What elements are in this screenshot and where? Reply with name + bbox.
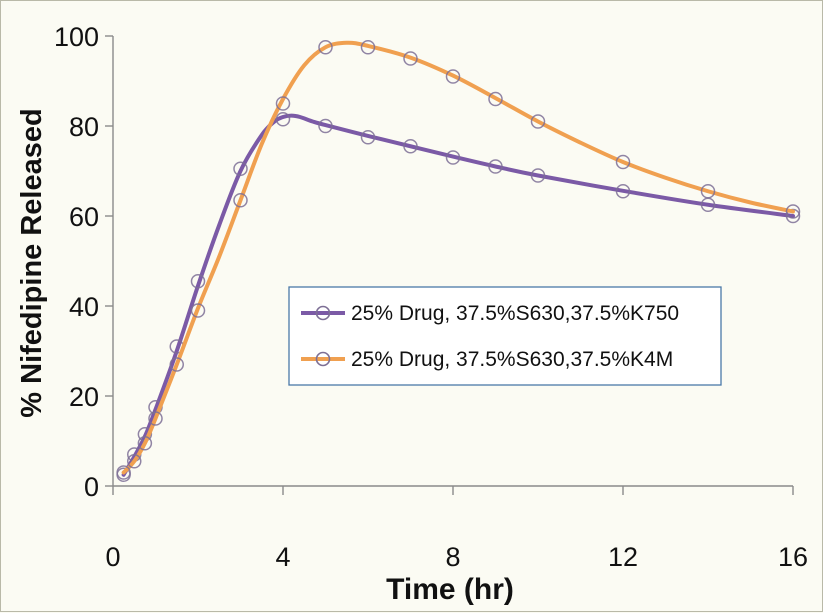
legend-marker-k4m — [315, 351, 331, 367]
point-k750-t5 — [318, 118, 333, 134]
point-k750-t8 — [445, 150, 461, 165]
point-k750-t12 — [615, 184, 631, 199]
point-k4m-t9 — [488, 91, 503, 107]
point-k4m-t4 — [275, 96, 291, 111]
point-k4m-t16 — [785, 204, 801, 219]
series-line-k4m — [121, 40, 795, 475]
y-tick-labels: 0 20 40 60 80 100 — [54, 22, 99, 502]
point-k4m-t12 — [615, 154, 631, 170]
point-k4m-t0-25 — [116, 465, 131, 480]
point-k4m-t1 — [148, 411, 163, 426]
x-tick-label: 4 — [275, 542, 290, 572]
point-k4m-t10 — [530, 114, 546, 129]
point-k750-t6 — [360, 130, 376, 145]
legend-label-k4m: 25% Drug, 37.5%S630,37.5%K4M — [351, 348, 673, 371]
x-tick-label: 12 — [608, 542, 638, 572]
legend-item-k750: 25% Drug, 37.5%S630,37.5%K750 — [301, 302, 679, 325]
point-k4m-t8 — [445, 69, 461, 84]
point-k4m-t14 — [700, 184, 716, 199]
x-tick-label: 0 — [105, 542, 120, 572]
point-k4m-t0-75 — [137, 436, 153, 451]
x-tick-labels: 0 4 8 12 16 — [105, 542, 808, 572]
y-tick-label: 100 — [54, 22, 99, 52]
axes — [105, 35, 794, 495]
point-k4m-t1-5 — [169, 357, 184, 372]
point-k750-t4 — [275, 112, 291, 127]
point-k750-t9 — [488, 159, 503, 174]
point-k750-t3 — [233, 161, 248, 176]
point-k4m-t6 — [360, 40, 376, 55]
series-k4m — [116, 40, 801, 480]
legend-item-k4m: 25% Drug, 37.5%S630,37.5%K4M — [301, 348, 673, 371]
point-k750-t7 — [403, 139, 418, 154]
legend-label-k750: 25% Drug, 37.5%S630,37.5%K750 — [351, 302, 679, 325]
y-tick-label: 60 — [69, 202, 99, 232]
y-tick-label: 20 — [69, 382, 99, 412]
y-axis-title: % Nifedipine Released — [16, 108, 48, 417]
y-tick-label: 0 — [84, 472, 99, 502]
x-tick-label: 8 — [445, 542, 460, 572]
legend-marker-k750 — [315, 305, 331, 321]
legend: 25% Drug, 37.5%S630,37.5%K750 25% Drug, … — [288, 286, 722, 386]
x-tick-label: 16 — [778, 542, 808, 572]
point-k4m-t3 — [233, 193, 248, 208]
series-group — [116, 40, 801, 482]
point-k4m-t2 — [190, 303, 206, 318]
point-k4m-t7 — [403, 51, 418, 66]
y-tick-label: 40 — [69, 292, 99, 322]
y-tick-label: 80 — [69, 112, 99, 142]
point-k4m-t5 — [318, 40, 333, 55]
legend-box — [288, 286, 722, 386]
point-k750-t2 — [190, 274, 206, 289]
point-k4m-t0-5 — [127, 454, 142, 469]
point-k750-t10 — [530, 168, 546, 183]
x-axis-title: Time (hr) — [386, 573, 514, 606]
